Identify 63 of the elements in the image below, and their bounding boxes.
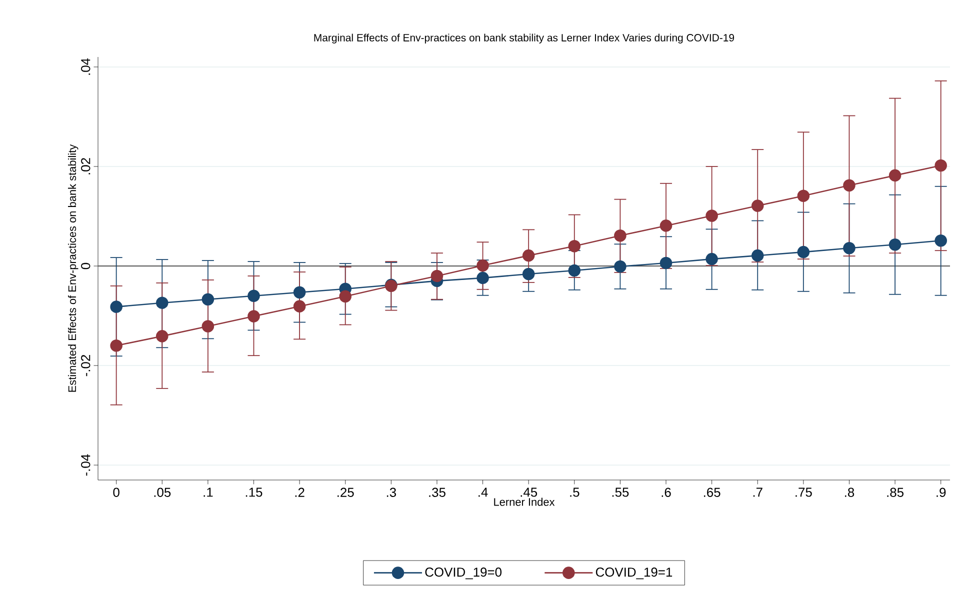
point <box>248 290 260 302</box>
chart-title: Marginal Effects of Env-practices on bank stability as Lerner Index Varies during COVID-19 <box>314 34 734 44</box>
point <box>614 260 626 273</box>
y-tick-label: .04 <box>81 58 90 75</box>
point <box>797 190 810 202</box>
point <box>339 290 352 303</box>
point <box>156 296 168 309</box>
x-tick-label: .8 <box>845 488 854 497</box>
point <box>797 246 810 258</box>
point <box>110 339 122 352</box>
x-tick-label: .3 <box>386 488 396 497</box>
point <box>751 200 764 212</box>
x-tick-label: .85 <box>887 488 904 497</box>
point <box>568 240 581 252</box>
x-tick-label: .55 <box>612 488 629 497</box>
legend-label: COVID_19=1 <box>596 568 672 580</box>
x-tick-label: .35 <box>429 488 446 497</box>
point <box>293 300 306 312</box>
point <box>888 238 902 251</box>
point <box>706 252 718 266</box>
point <box>843 179 856 192</box>
y-tick-label: -.02 <box>81 355 90 376</box>
point <box>568 264 581 277</box>
point <box>614 230 626 242</box>
x-tick-label: .65 <box>704 488 720 497</box>
x-tick-label: 0 <box>113 488 120 497</box>
x-tick-label: .9 <box>936 488 946 497</box>
x-tick-label: .7 <box>753 488 762 497</box>
x-tick-label: .25 <box>338 488 354 497</box>
y-tick-label: 0 <box>81 262 90 270</box>
point <box>110 300 122 313</box>
x-tick-label: .6 <box>662 488 671 497</box>
point <box>476 272 489 284</box>
point <box>522 249 535 262</box>
point <box>843 242 856 254</box>
x-tick-label: .4 <box>478 488 488 497</box>
point <box>522 268 535 280</box>
point <box>293 286 306 299</box>
point <box>660 256 672 270</box>
point <box>476 259 489 272</box>
x-tick-label: .45 <box>520 488 538 497</box>
x-tick-label: .5 <box>570 488 580 497</box>
x-tick-label: .15 <box>246 488 262 497</box>
point <box>248 310 260 322</box>
point <box>156 330 168 342</box>
point <box>934 234 947 247</box>
point <box>751 249 764 262</box>
y-axis-title: Estimated Effects of Env-practices on bank stability <box>68 144 78 392</box>
y-tick-label: .02 <box>81 158 90 174</box>
x-tick-label: .05 <box>154 488 171 497</box>
point <box>934 159 947 172</box>
x-axis-title: Lerner Index <box>494 498 555 506</box>
point <box>660 220 672 232</box>
y-tick-label: -.04 <box>81 454 90 476</box>
point <box>202 320 214 332</box>
x-tick-label: .2 <box>295 488 304 497</box>
point <box>430 270 444 282</box>
point <box>202 293 214 306</box>
legend-label: COVID_19=0 <box>425 568 502 580</box>
x-tick-label: .1 <box>204 488 213 497</box>
point <box>706 210 718 222</box>
x-tick-label: .75 <box>796 488 812 497</box>
point <box>888 169 902 182</box>
